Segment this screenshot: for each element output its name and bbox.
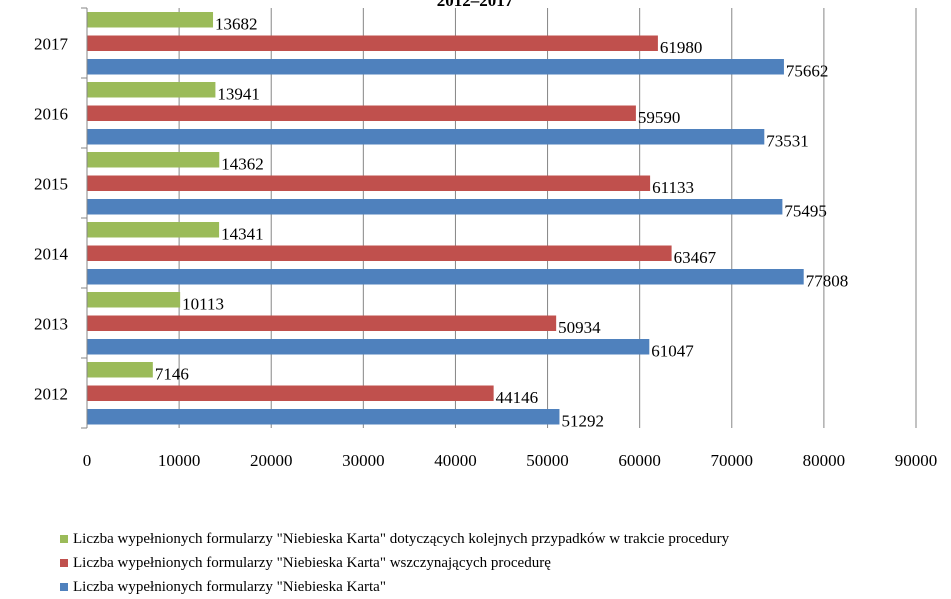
data-label: 14362 (221, 155, 264, 174)
y-category-label: 2012 (34, 384, 68, 403)
bar-2013-series-2 (87, 315, 557, 331)
data-label: 10113 (182, 295, 224, 314)
bar-2015-series-2 (87, 175, 651, 191)
bar-2015-series-3 (87, 199, 783, 215)
legend-swatch (60, 535, 68, 543)
x-tick-label: 80000 (803, 451, 846, 470)
y-category-label: 2014 (34, 244, 69, 263)
data-label: 77808 (806, 272, 849, 291)
data-label: 59590 (638, 108, 681, 127)
x-tick-label: 40000 (434, 451, 477, 470)
y-category-label: 2017 (34, 34, 69, 53)
y-category-label: 2013 (34, 314, 68, 333)
data-label: 61980 (660, 38, 703, 57)
bar-2016-series-3 (87, 129, 765, 145)
x-tick-label: 20000 (250, 451, 293, 470)
y-category-label: 2015 (34, 174, 68, 193)
legend-item: Liczba wypełnionych formularzy "Niebiesk… (60, 575, 729, 599)
bar-2013-series-3 (87, 339, 650, 355)
data-label: 7146 (155, 365, 189, 384)
x-tick-label: 60000 (618, 451, 661, 470)
legend-item: Liczba wypełnionych formularzy "Niebiesk… (60, 527, 729, 551)
bar-2014-series-2 (87, 245, 672, 261)
data-label: 75662 (786, 62, 829, 81)
data-label: 50934 (558, 318, 601, 337)
data-label: 75495 (784, 202, 827, 221)
bar-2012-series-3 (87, 409, 560, 425)
data-label: 44146 (496, 388, 538, 407)
chart-title: 2012–2017 (437, 0, 514, 10)
x-tick-label: 10000 (158, 451, 201, 470)
x-tick-label: 70000 (711, 451, 754, 470)
data-label: 73531 (766, 132, 809, 151)
bar-2014-series-1 (87, 222, 220, 238)
data-label: 61133 (652, 178, 694, 197)
data-label: 13941 (217, 85, 260, 104)
bar-2015-series-1 (87, 152, 220, 168)
data-label: 51292 (561, 412, 604, 431)
bar-2012-series-1 (87, 362, 153, 378)
data-label: 14341 (221, 225, 264, 244)
bar-2014-series-3 (87, 269, 804, 285)
bar-2016-series-2 (87, 105, 636, 121)
bar-2013-series-1 (87, 292, 181, 308)
data-label: 13682 (215, 15, 258, 34)
y-category-label: 2016 (34, 104, 68, 123)
data-label: 63467 (674, 248, 717, 267)
bar-2017-series-3 (87, 59, 784, 75)
legend-swatch (60, 559, 68, 567)
legend-label: Liczba wypełnionych formularzy "Niebiesk… (73, 554, 551, 571)
bar-2017-series-2 (87, 35, 658, 51)
x-tick-label: 50000 (526, 451, 569, 470)
x-tick-label: 30000 (342, 451, 385, 470)
data-label: 61047 (651, 342, 694, 361)
bar-2016-series-1 (87, 82, 216, 98)
bar-2012-series-2 (87, 385, 494, 401)
legend-label: Liczba wypełnionych formularzy "Niebiesk… (73, 530, 730, 547)
legend-item: Liczba wypełnionych formularzy "Niebiesk… (60, 551, 729, 575)
legend: Liczba wypełnionych formularzy "Niebiesk… (60, 527, 729, 599)
legend-label: Liczba wypełnionych formularzy "Niebiesk… (73, 578, 386, 595)
legend-swatch (60, 583, 68, 591)
bar-2017-series-1 (87, 12, 214, 28)
x-tick-label: 90000 (895, 451, 938, 470)
x-tick-label: 0 (83, 451, 92, 470)
